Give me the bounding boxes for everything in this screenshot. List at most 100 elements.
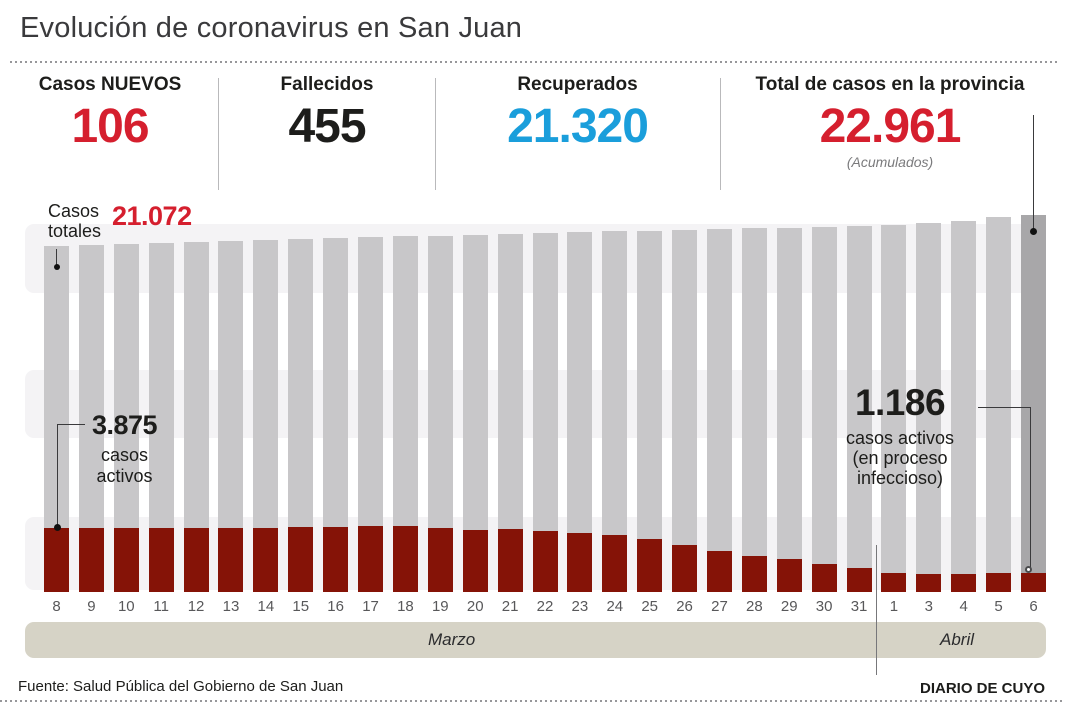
month-band bbox=[25, 622, 1046, 658]
active-bar bbox=[358, 526, 384, 592]
callout-line bbox=[56, 249, 57, 266]
total-bar bbox=[881, 224, 907, 592]
stat-label: Casos NUEVOS bbox=[38, 74, 182, 95]
axis-tick-label: 19 bbox=[431, 598, 449, 615]
axis-tick-label: 10 bbox=[117, 598, 135, 615]
month-label-marzo: Marzo bbox=[428, 630, 476, 649]
callout-active-first: 3.875 casos activos bbox=[91, 410, 158, 486]
axis-tick-label: 11 bbox=[153, 598, 169, 615]
axis-tick-label: 13 bbox=[222, 598, 240, 615]
footer-dotted-rule bbox=[0, 700, 1065, 702]
active-bar bbox=[253, 527, 279, 592]
active-bar bbox=[113, 528, 139, 592]
active-bar bbox=[672, 545, 698, 592]
total-bar bbox=[602, 231, 628, 592]
active-bar bbox=[1021, 572, 1046, 592]
callout-dot-white bbox=[1025, 566, 1032, 573]
total-bar bbox=[951, 220, 977, 592]
stat-casos-nuevos: Casos NUEVOS 106 bbox=[15, 74, 205, 152]
active-bar bbox=[881, 572, 907, 592]
axis-tick-label: 14 bbox=[257, 598, 275, 615]
stat-label: Recuperados bbox=[517, 74, 638, 95]
callout-dot bbox=[54, 264, 60, 270]
total-bar bbox=[672, 229, 698, 592]
axis-tick-label: 16 bbox=[327, 598, 344, 615]
active-bar bbox=[218, 527, 244, 592]
total-bar bbox=[811, 227, 837, 592]
callout-line-total bbox=[1033, 115, 1034, 231]
axis-tick-label: 26 bbox=[676, 598, 693, 615]
active-bar bbox=[602, 535, 628, 592]
axis-tick-label: 15 bbox=[292, 598, 310, 615]
active-bar bbox=[427, 528, 453, 592]
total-bar bbox=[567, 232, 593, 592]
total-bar bbox=[916, 222, 942, 592]
total-bar bbox=[846, 226, 872, 592]
callout-dot bbox=[54, 524, 61, 531]
axis-tick-label: 6 bbox=[1029, 598, 1038, 615]
callout-line bbox=[57, 424, 58, 527]
stat-note: (Acumulados) bbox=[846, 154, 934, 171]
axis-tick-label: 4 bbox=[959, 598, 968, 615]
axis-tick-label: 5 bbox=[994, 598, 1003, 615]
stat-value: 22.961 bbox=[819, 100, 962, 153]
active-bar bbox=[532, 531, 558, 592]
axis-tick-label: 31 bbox=[850, 598, 868, 615]
month-label-abril: Abril bbox=[940, 630, 975, 649]
stat-divider bbox=[218, 78, 219, 190]
axis-tick-label: 20 bbox=[466, 598, 484, 615]
active-bar bbox=[462, 529, 488, 592]
stat-label: Fallecidos bbox=[280, 74, 374, 95]
total-bar bbox=[776, 227, 802, 592]
stat-recuperados: Recuperados 21.320 bbox=[450, 74, 705, 152]
axis-tick-label: 22 bbox=[536, 598, 554, 615]
active-bar bbox=[846, 568, 872, 592]
active-bar bbox=[811, 564, 837, 592]
active-bar bbox=[392, 526, 418, 592]
active-bar bbox=[637, 538, 663, 592]
active-bar bbox=[951, 573, 977, 592]
callout-dot bbox=[1030, 228, 1037, 235]
stat-fallecidos: Fallecidos 455 bbox=[232, 74, 422, 152]
total-bar bbox=[706, 229, 732, 592]
active-bar bbox=[288, 527, 314, 592]
axis-tick-label: 30 bbox=[815, 598, 833, 615]
axis-tick-label: 3 bbox=[924, 598, 933, 615]
active-bar bbox=[183, 527, 209, 592]
stat-value: 455 bbox=[288, 100, 366, 153]
active-bar bbox=[986, 573, 1012, 592]
active-bar bbox=[497, 529, 523, 592]
active-bar bbox=[148, 527, 174, 592]
callout-casos-totales-value: 21.072 bbox=[112, 201, 192, 231]
axis-tick-label: 23 bbox=[571, 598, 589, 615]
axis-tick-label: 21 bbox=[501, 598, 519, 615]
active-bar bbox=[916, 573, 942, 592]
total-bar bbox=[637, 230, 663, 592]
stat-total-provincia: Total de casos en la provincia 22.961 (A… bbox=[735, 74, 1045, 170]
axis-tick-label: 25 bbox=[641, 598, 659, 615]
callout-casos-totales-label: Casos totales bbox=[48, 201, 102, 241]
total-bar bbox=[986, 216, 1012, 592]
stat-value: 106 bbox=[71, 100, 149, 153]
callout-active-last: 1.186 casos activos (en proceso infeccio… bbox=[845, 382, 955, 488]
callout-line bbox=[57, 424, 85, 425]
axis-tick-label: 24 bbox=[606, 598, 624, 615]
axis-tick-label: 29 bbox=[780, 598, 798, 615]
axis-tick-label: 1 bbox=[889, 598, 899, 615]
axis-tick-label: 12 bbox=[187, 598, 205, 615]
axis-tick-label: 27 bbox=[711, 598, 728, 615]
active-bar bbox=[323, 527, 349, 592]
source-text: Fuente: Salud Pública del Gobierno de Sa… bbox=[18, 678, 344, 695]
stat-label: Total de casos en la provincia bbox=[755, 74, 1025, 95]
active-bar bbox=[44, 528, 69, 592]
page-title: Evolución de coronavirus en San Juan bbox=[20, 12, 523, 44]
axis-tick-label: 18 bbox=[397, 598, 414, 615]
active-bar bbox=[567, 533, 593, 592]
stat-value: 21.320 bbox=[507, 100, 649, 153]
credit-text: DIARIO DE CUYO bbox=[919, 680, 1045, 697]
active-bar bbox=[706, 550, 732, 592]
axis-tick-label: 8 bbox=[52, 598, 61, 615]
total-bar bbox=[741, 228, 767, 592]
